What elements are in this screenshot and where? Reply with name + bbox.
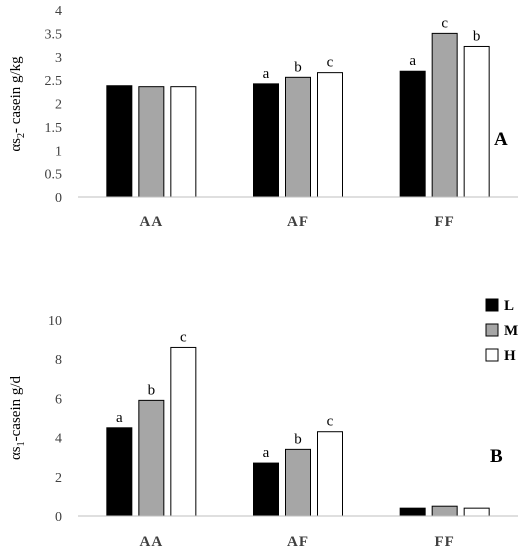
y-tick-label: 2.5 <box>45 74 63 89</box>
bar-h-af <box>317 72 343 198</box>
bar-m-ff <box>431 505 458 517</box>
bar-l-aa <box>106 427 133 517</box>
significance-label: a <box>409 53 416 69</box>
y-tick-label: 8 <box>55 353 62 368</box>
significance-label: b <box>473 28 481 44</box>
y-tick-label: 0.5 <box>45 168 63 183</box>
x-category-label: FF <box>435 214 455 230</box>
y-tick-label: 0 <box>55 510 62 525</box>
significance-label: a <box>263 66 270 82</box>
y-tick-label: 6 <box>55 392 62 407</box>
bar-m-af <box>285 76 311 198</box>
legend-swatch-l <box>485 298 499 312</box>
bar-h-aa <box>170 346 197 517</box>
x-category-label: FF <box>435 534 455 550</box>
significance-label: b <box>294 431 302 447</box>
panel-label-a: A <box>494 129 508 150</box>
y-tick-label: 1.5 <box>45 121 63 136</box>
y-axis-title-b: αs1-casein g/d <box>8 375 27 460</box>
y-tick-label: 3 <box>55 51 62 66</box>
bar-h-af <box>317 431 343 517</box>
y-tick-label: 4 <box>55 4 62 19</box>
bar-l-af <box>253 462 279 517</box>
significance-label: a <box>263 445 270 461</box>
bar-l-af <box>253 83 279 198</box>
bar-m-aa <box>138 86 165 198</box>
y-tick-label: 1 <box>55 144 62 159</box>
significance-label: a <box>116 410 123 426</box>
chart-panel-b: αs1-casein g/d B 0 2 4 6 8 10 AA a b c AF a b c FF <box>8 314 518 550</box>
y-tick-label: 2 <box>55 98 62 113</box>
significance-label: c <box>327 55 334 71</box>
significance-label: c <box>180 329 187 345</box>
y-tick-label: 3.5 <box>45 27 63 42</box>
legend-label-h: H <box>504 348 516 364</box>
legend-label-l: L <box>504 298 514 314</box>
bar-h-ff <box>463 45 490 198</box>
legend-swatch-h <box>485 348 499 362</box>
legend-label-m: M <box>504 323 518 339</box>
bar-l-aa <box>106 85 133 198</box>
legend: LMH <box>485 298 518 364</box>
x-category-label: AA <box>139 534 163 550</box>
significance-label: b <box>294 59 302 75</box>
significance-label: c <box>441 15 448 31</box>
x-category-label: AF <box>287 534 309 550</box>
bar-h-aa <box>170 86 197 198</box>
bar-m-aa <box>138 399 165 517</box>
panel-label-b: B <box>490 446 503 467</box>
chart-panel-a: αs2- casein g/kg A 0 0.5 1 1.5 2 2.5 3 3.5 4 AA AF… <box>8 4 518 230</box>
y-tick-label: 10 <box>48 314 62 329</box>
significance-label: c <box>327 414 334 430</box>
bar-m-ff <box>431 32 458 198</box>
y-tick-label: 4 <box>55 432 62 447</box>
x-category-label: AF <box>287 214 309 230</box>
bar-l-ff <box>399 70 426 198</box>
bar-m-af <box>285 448 311 517</box>
y-tick-label: 0 <box>55 191 62 206</box>
y-axis-title-a: αs2- casein g/kg <box>8 56 27 152</box>
x-category-label: AA <box>139 214 163 230</box>
legend-swatch-m <box>485 323 499 337</box>
bar-h-ff <box>463 507 490 517</box>
y-tick-label: 2 <box>55 471 62 486</box>
bar-l-ff <box>399 507 426 517</box>
significance-label: b <box>148 382 156 398</box>
